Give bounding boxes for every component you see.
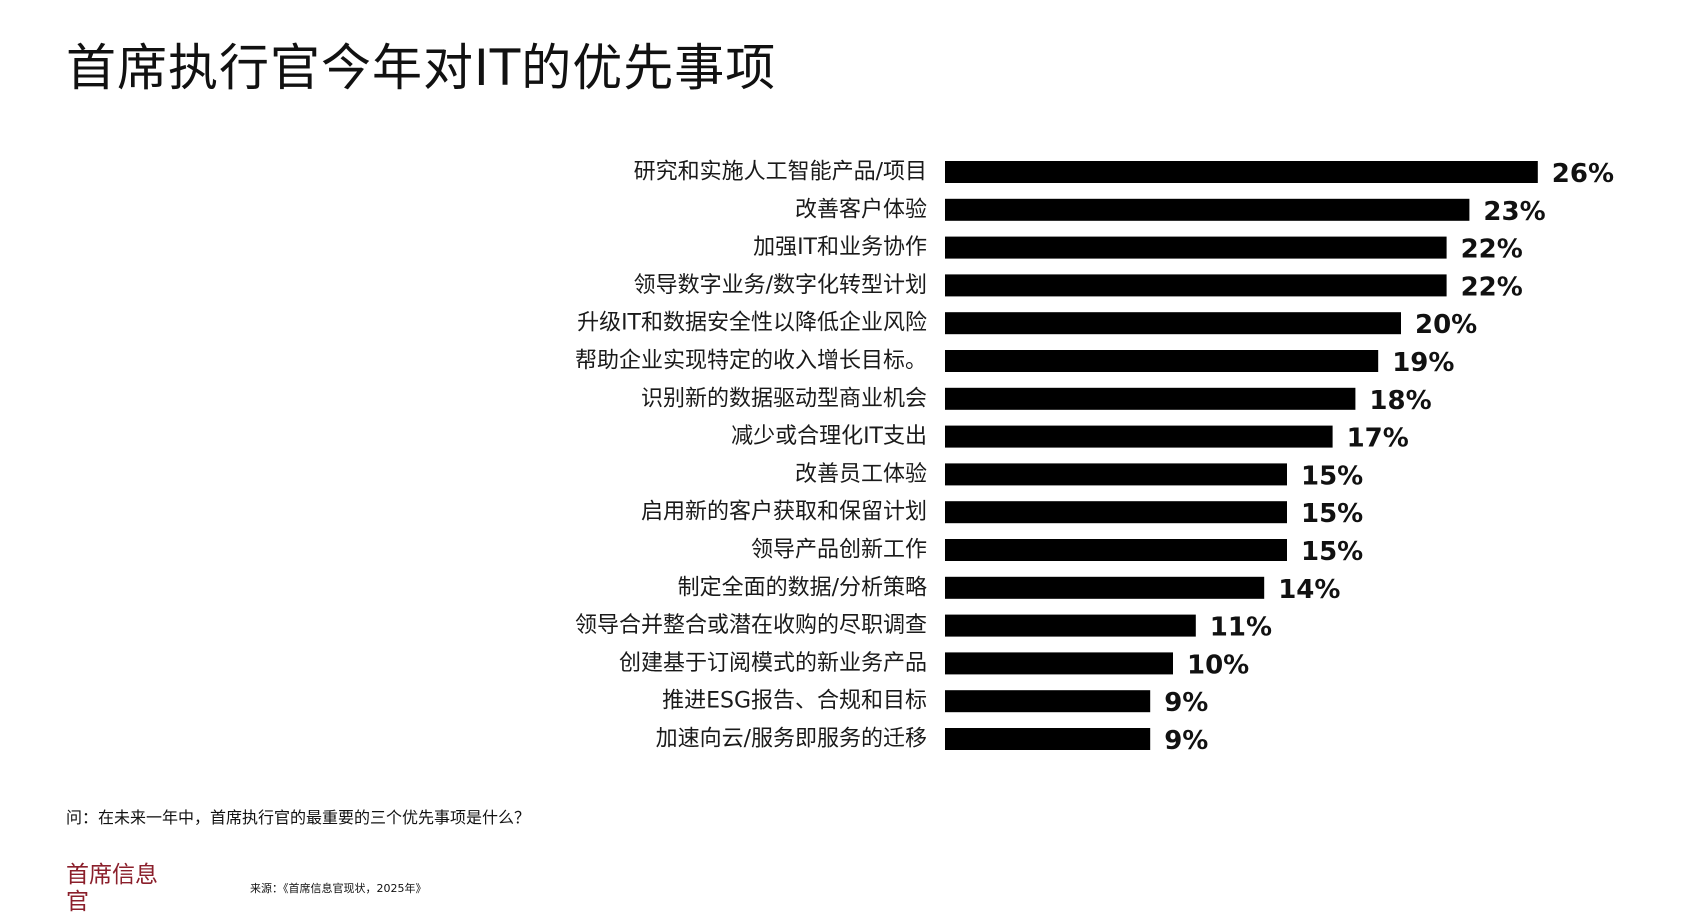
source-note: 来源：《首席信息官现状，2025年》 xyxy=(250,882,427,895)
category-label: 减少或合理化IT支出 xyxy=(731,424,927,449)
brand-logo-text: 首席信息官 xyxy=(66,862,158,915)
category-label: 领导产品创新工作 xyxy=(751,538,927,563)
bar xyxy=(945,728,1151,750)
bars-layer: 研究和实施人工智能产品/项目 26% 改善客户体验 23% 加强IT和业务协作 22% 领导… xyxy=(575,159,1614,756)
survey-question: 问：在未来一年中，首席执行官的最重要的三个优先事项是什么？ xyxy=(66,808,531,827)
category-label: 领导合并整合或潜在收购的尽职调查 xyxy=(575,613,927,638)
category-label: 创建基于订阅模式的新业务产品 xyxy=(619,651,927,676)
bar xyxy=(945,312,1401,335)
bar xyxy=(945,501,1287,524)
bar xyxy=(945,652,1173,675)
bar xyxy=(945,350,1379,372)
page-title: 首席执行官今年对IT的优先事项 xyxy=(66,39,777,97)
category-label: 帮助企业实现特定的收入增长目标。 xyxy=(575,349,927,374)
bar xyxy=(945,425,1333,448)
value-label: 9% xyxy=(1164,688,1208,718)
category-label: 加强IT和业务协作 xyxy=(753,235,927,260)
bar xyxy=(945,161,1538,183)
category-label: 推进ESG报告、合规和目标 xyxy=(662,689,927,714)
value-label: 15% xyxy=(1301,461,1363,491)
bar xyxy=(945,198,1470,221)
value-label: 10% xyxy=(1187,650,1249,680)
category-label: 升级IT和数据安全性以降低企业风险 xyxy=(577,311,927,336)
value-label: 22% xyxy=(1461,235,1523,265)
value-label: 15% xyxy=(1301,499,1363,529)
value-label: 17% xyxy=(1347,424,1409,454)
value-label: 14% xyxy=(1278,575,1340,605)
bar xyxy=(945,576,1265,599)
bar xyxy=(945,614,1196,637)
value-label: 20% xyxy=(1415,310,1477,340)
bar xyxy=(945,463,1287,486)
category-label: 改善客户体验 xyxy=(795,197,927,222)
category-label: 启用新的客户获取和保留计划 xyxy=(641,500,927,525)
category-label: 改善员工体验 xyxy=(795,462,927,487)
bar xyxy=(945,690,1151,713)
category-label: 识别新的数据驱动型商业机会 xyxy=(641,386,927,411)
value-label: 18% xyxy=(1369,386,1431,416)
bar xyxy=(945,274,1447,297)
value-label: 9% xyxy=(1164,726,1208,756)
bar xyxy=(945,387,1356,410)
category-label: 制定全面的数据/分析策略 xyxy=(678,575,927,600)
value-label: 22% xyxy=(1461,272,1523,302)
category-label: 加速向云/服务即服务的迁移 xyxy=(656,727,927,752)
category-label: 领导数字业务/数字化转型计划 xyxy=(634,273,927,298)
value-label: 15% xyxy=(1301,537,1363,567)
value-label: 19% xyxy=(1392,348,1454,378)
bar xyxy=(945,539,1287,561)
category-label: 研究和实施人工智能产品/项目 xyxy=(634,160,927,185)
value-label: 26% xyxy=(1552,159,1614,189)
value-label: 23% xyxy=(1483,197,1545,227)
bar xyxy=(945,236,1447,259)
value-label: 11% xyxy=(1210,613,1272,643)
